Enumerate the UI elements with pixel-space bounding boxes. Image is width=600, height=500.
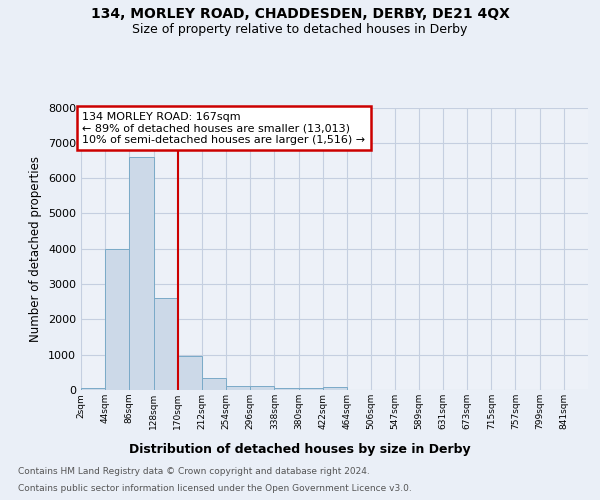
Text: Contains HM Land Registry data © Crown copyright and database right 2024.: Contains HM Land Registry data © Crown c… xyxy=(18,468,370,476)
Bar xyxy=(105,248,130,390)
Bar xyxy=(202,378,226,390)
Text: 134, MORLEY ROAD, CHADDESDEN, DERBY, DE21 4QX: 134, MORLEY ROAD, CHADDESDEN, DERBY, DE2… xyxy=(91,8,509,22)
Y-axis label: Number of detached properties: Number of detached properties xyxy=(29,156,43,342)
Bar xyxy=(81,388,105,390)
Bar xyxy=(323,387,347,390)
Bar xyxy=(250,386,274,390)
Bar xyxy=(154,298,178,390)
Text: Size of property relative to detached houses in Derby: Size of property relative to detached ho… xyxy=(133,22,467,36)
Bar xyxy=(299,388,323,390)
Bar xyxy=(226,386,250,390)
Text: Contains public sector information licensed under the Open Government Licence v3: Contains public sector information licen… xyxy=(18,484,412,493)
Bar xyxy=(130,157,154,390)
Bar xyxy=(178,356,202,390)
Text: Distribution of detached houses by size in Derby: Distribution of detached houses by size … xyxy=(129,442,471,456)
Bar xyxy=(274,388,299,390)
Text: 134 MORLEY ROAD: 167sqm
← 89% of detached houses are smaller (13,013)
10% of sem: 134 MORLEY ROAD: 167sqm ← 89% of detache… xyxy=(82,112,365,145)
